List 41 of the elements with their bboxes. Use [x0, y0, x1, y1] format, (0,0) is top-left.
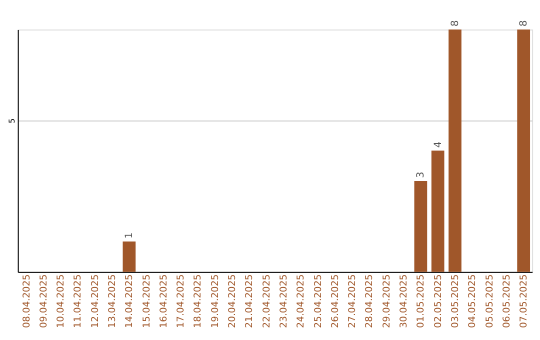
- x-tick-label: 15.04.2025: [141, 274, 152, 328]
- x-tick-label: 23.04.2025: [278, 274, 290, 328]
- x-tick-label: 19.04.2025: [210, 274, 221, 328]
- x-tick-label: 29.04.2025: [381, 274, 392, 328]
- x-tick-label: 16.04.2025: [158, 274, 170, 328]
- bar: [122, 242, 136, 272]
- x-tick-label: 07.05.2025: [518, 274, 530, 328]
- bar: [414, 180, 428, 272]
- bar: [517, 30, 530, 272]
- data-label: 4: [432, 141, 444, 148]
- x-tick-label: 21.04.2025: [244, 274, 256, 328]
- x-tick-label: 24.04.2025: [296, 274, 307, 328]
- x-tick-label: 01.05.2025: [416, 274, 427, 328]
- x-tick-label: 06.05.2025: [501, 274, 512, 328]
- x-tick-label: 25.04.2025: [312, 274, 324, 328]
- x-tick-label: 18.04.2025: [192, 274, 204, 328]
- data-label: 1: [124, 232, 136, 239]
- data-label: 8: [518, 20, 530, 27]
- bar: [448, 30, 462, 272]
- x-tick-label: 04.05.2025: [467, 274, 478, 328]
- x-tick-label: 10.04.2025: [56, 274, 67, 328]
- x-tick-label: 26.04.2025: [330, 274, 341, 328]
- x-tick-label: 30.04.2025: [398, 274, 410, 328]
- x-tick-label: 17.04.2025: [176, 274, 187, 328]
- x-tick-label: 14.04.2025: [124, 274, 136, 328]
- x-tick-label: 11.04.2025: [72, 274, 84, 328]
- bar: [431, 150, 444, 272]
- x-tick-label: 05.05.2025: [484, 274, 496, 328]
- x-tick-label: 28.04.2025: [364, 274, 376, 328]
- x-tick-label: 27.04.2025: [347, 274, 358, 328]
- data-label: 8: [450, 20, 461, 27]
- x-tick-label: 13.04.2025: [107, 274, 118, 328]
- x-tick-label: 20.04.2025: [227, 274, 238, 328]
- x-tick-label: 09.04.2025: [38, 274, 50, 328]
- x-tick-label: 22.04.2025: [261, 274, 272, 328]
- y-tick-label: 5: [7, 118, 16, 124]
- data-label: 3: [416, 172, 427, 178]
- x-tick-label: 12.04.2025: [90, 274, 101, 328]
- x-tick-label: 03.05.2025: [450, 274, 461, 328]
- x-tick-label: 08.04.2025: [21, 274, 32, 328]
- x-tick-label: 02.05.2025: [432, 274, 444, 328]
